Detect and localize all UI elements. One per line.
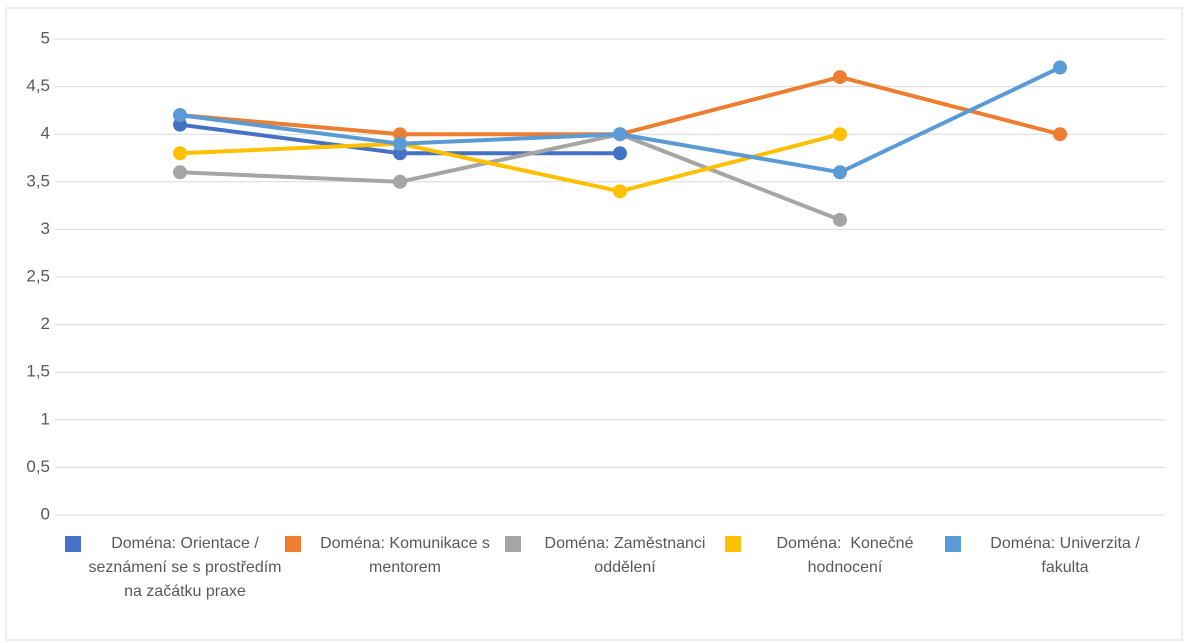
y-tick-label: 5	[41, 28, 50, 47]
legend-swatch	[65, 536, 81, 552]
point	[1053, 127, 1067, 142]
legend-swatch	[505, 536, 521, 552]
legend-swatch	[285, 536, 301, 552]
point	[833, 212, 847, 227]
legend-swatch	[945, 536, 961, 552]
legend-item: Doména: Orientace / seznámení se s prost…	[65, 532, 285, 604]
y-tick-label: 0	[41, 504, 50, 523]
y-tick-label: 2	[41, 314, 50, 333]
point	[833, 70, 847, 85]
point	[173, 146, 187, 161]
legend-swatch	[725, 536, 741, 552]
point	[173, 165, 187, 180]
point	[393, 136, 407, 151]
point	[393, 174, 407, 189]
legend-label: Doména: Univerzita / fakulta	[990, 535, 1145, 576]
y-tick-label: 1,5	[26, 362, 50, 381]
chart-frame	[5, 7, 1183, 641]
series-line	[179, 75, 1061, 137]
y-tick-label: 4	[41, 124, 50, 143]
legend-item: Doména: Komunikace s mentorem	[285, 532, 505, 580]
legend-item: Doména: Univerzita / fakulta	[945, 532, 1165, 580]
point	[1053, 60, 1067, 75]
legend-label: Doména: Orientace / seznámení se s prost…	[88, 535, 286, 600]
legend-label: Doména: Komunikace s mentorem	[320, 535, 495, 576]
y-tick-label: 3	[41, 219, 50, 238]
y-tick-label: 2,5	[26, 266, 50, 285]
series-line	[179, 132, 841, 194]
point	[613, 184, 627, 199]
point	[833, 127, 847, 142]
series-line	[179, 132, 841, 222]
point	[613, 146, 627, 161]
point	[173, 108, 187, 123]
y-tick-label: 0,5	[26, 457, 50, 476]
y-tick-label: 4,5	[26, 76, 50, 95]
legend-item: Doména: Zaměstnanci oddělení	[505, 532, 725, 580]
legend-label: Doména: Zaměstnanci oddělení	[544, 535, 710, 576]
point	[833, 165, 847, 180]
y-tick-label: 1	[41, 409, 50, 428]
legend-item: Doména: Konečné hodnocení	[725, 532, 945, 580]
y-tick-label: 3,5	[26, 171, 50, 190]
point	[613, 127, 627, 142]
legend-label: Doména: Konečné hodnocení	[776, 535, 918, 576]
